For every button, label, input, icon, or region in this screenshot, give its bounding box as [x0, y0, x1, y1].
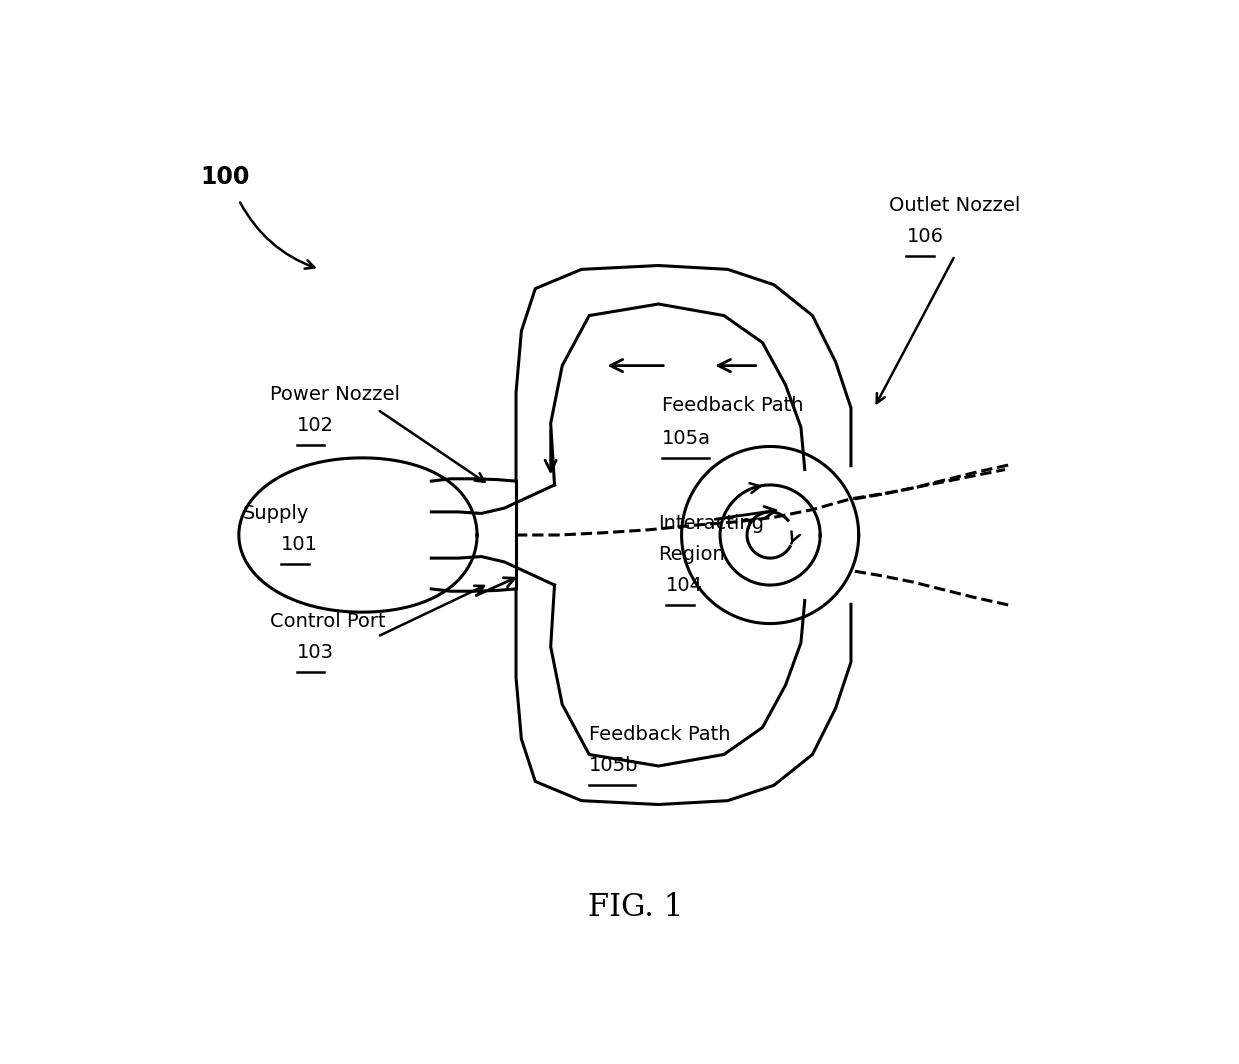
- Text: FIG. 1: FIG. 1: [587, 892, 683, 922]
- Text: Interacting: Interacting: [658, 514, 764, 533]
- Text: 105b: 105b: [590, 757, 638, 775]
- Text: Feedback Path: Feedback Path: [590, 726, 737, 744]
- Text: 102: 102: [296, 416, 333, 435]
- Text: 100: 100: [201, 165, 250, 189]
- Text: Power Nozzel: Power Nozzel: [270, 385, 400, 404]
- Text: 106: 106: [907, 227, 943, 246]
- Text: Feedback Path: Feedback Path: [663, 397, 804, 415]
- Text: Region: Region: [658, 545, 725, 564]
- Text: Supply: Supply: [243, 504, 309, 523]
- Text: 101: 101: [281, 535, 318, 554]
- Text: 105a: 105a: [663, 429, 711, 448]
- Text: 104: 104: [667, 576, 704, 595]
- Text: 103: 103: [296, 643, 333, 662]
- Text: Outlet Nozzel: Outlet Nozzel: [890, 196, 1021, 215]
- Text: Control Port: Control Port: [270, 612, 385, 631]
